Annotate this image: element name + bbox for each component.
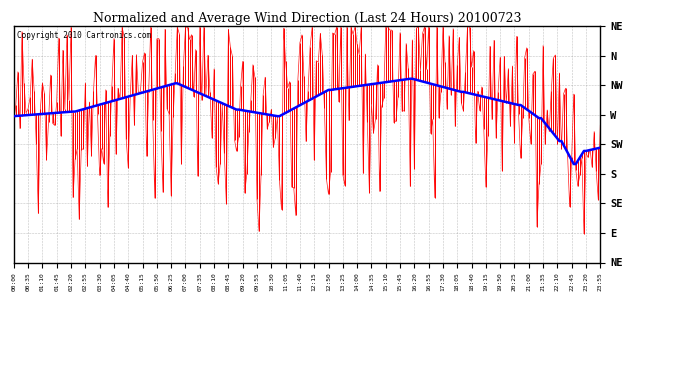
Text: Copyright 2010 Cartronics.com: Copyright 2010 Cartronics.com [17, 31, 151, 40]
Title: Normalized and Average Wind Direction (Last 24 Hours) 20100723: Normalized and Average Wind Direction (L… [92, 12, 522, 25]
